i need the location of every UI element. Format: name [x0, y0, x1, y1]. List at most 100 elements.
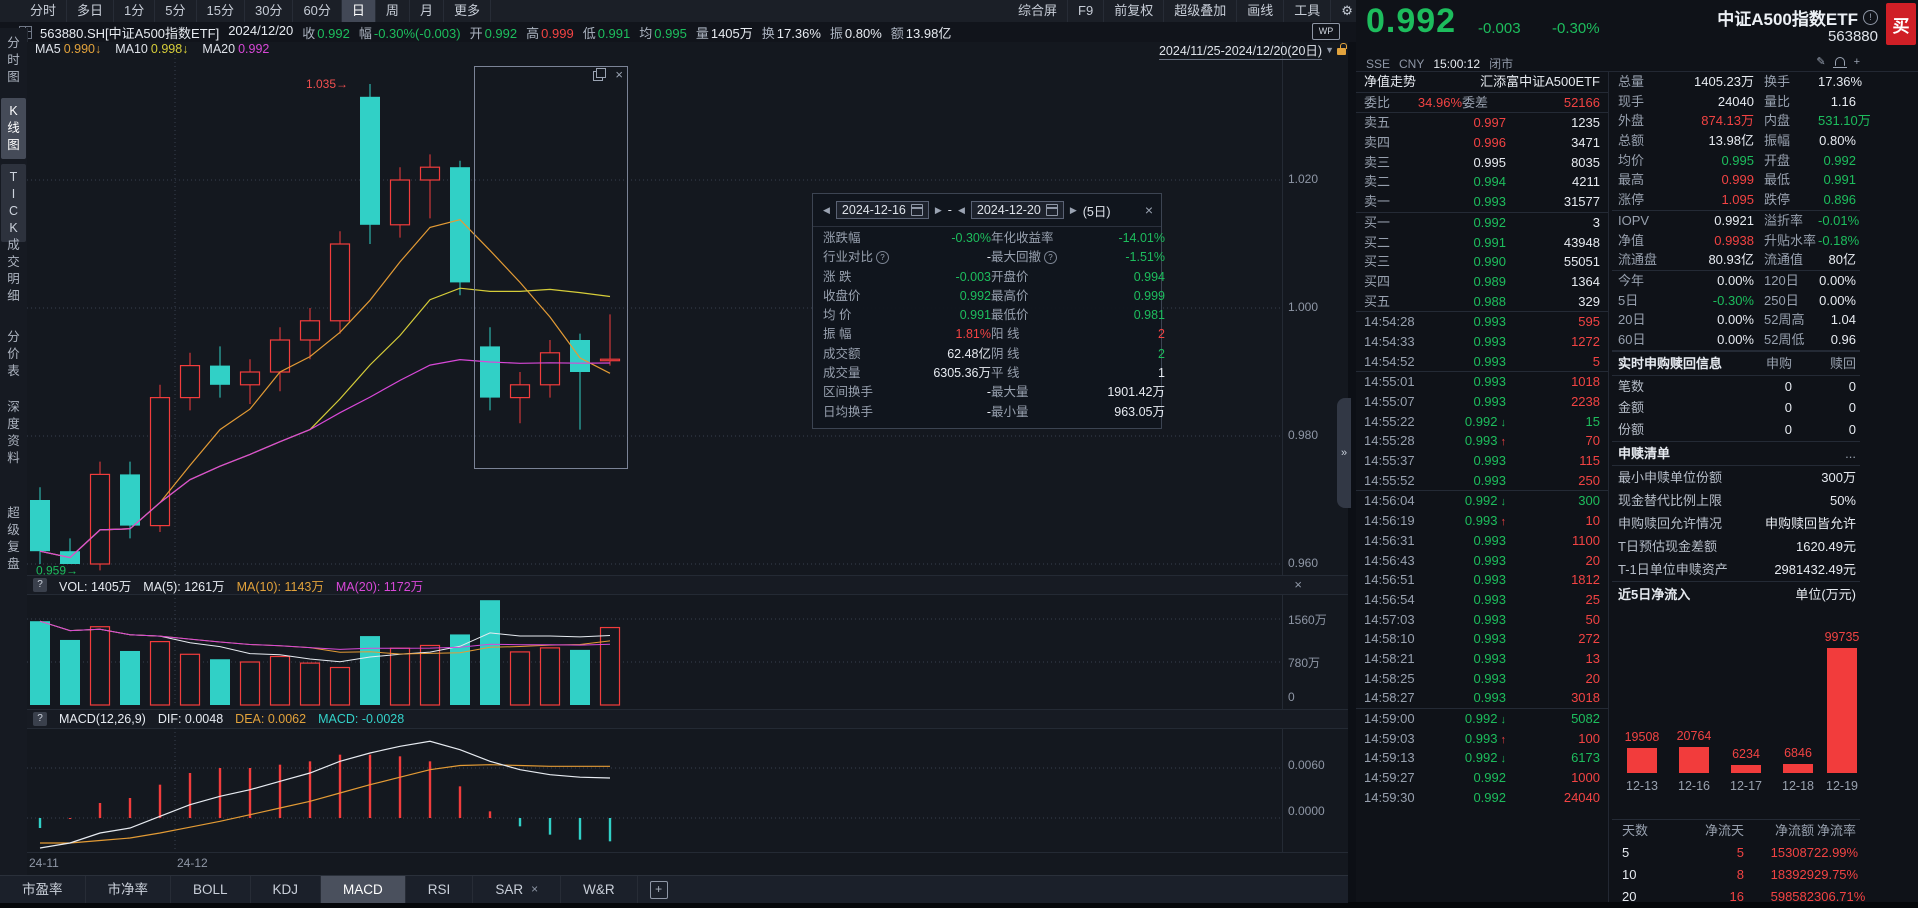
start-date-picker[interactable]: 2024-12-16: [835, 201, 929, 219]
sidebar-item-分价表[interactable]: 分价表: [7, 330, 20, 378]
buy-button[interactable]: 买: [1886, 3, 1916, 45]
panel-collapse-handle[interactable]: »: [1337, 398, 1351, 508]
help-icon[interactable]: ?: [1044, 251, 1058, 265]
macd-chart[interactable]: [27, 728, 1282, 852]
period-tab-月[interactable]: 月: [410, 0, 444, 22]
close-icon[interactable]: ×: [531, 882, 539, 896]
tooltip-value: 2: [1158, 346, 1165, 361]
close-icon[interactable]: ×: [615, 67, 623, 82]
tick-row: 14:54:28 0.993 595: [1364, 314, 1600, 330]
macd-header-item: MACD: -0.0028: [318, 712, 405, 726]
wp-icon[interactable]: WP: [1312, 23, 1340, 40]
date-range-selector[interactable]: 2024/11/25-2024/12/20(20日) ▼: [1100, 40, 1347, 60]
restore-icon[interactable]: [593, 68, 606, 81]
end-date-picker[interactable]: 2024-12-20: [970, 201, 1064, 219]
sidebar-item-成交明细[interactable]: 成交明细: [7, 238, 20, 303]
pencil-icon[interactable]: ✎: [1816, 56, 1826, 68]
orderbook-row-买三[interactable]: 买三 0.990 55051: [1364, 254, 1600, 270]
tooltip-label: 成交额: [823, 346, 861, 361]
period-tab-30分[interactable]: 30分: [245, 0, 294, 22]
indicator-tab-MACD[interactable]: MACD: [321, 876, 406, 903]
currency-label: CNY: [1399, 56, 1425, 71]
tick-row: 14:56:19 0.993 ↑ 10: [1364, 513, 1600, 529]
toolbar-item-工具[interactable]: 工具: [1284, 0, 1332, 22]
nav-trend-row[interactable]: 净值走势 汇添富中证A500ETF: [1356, 72, 1608, 93]
toolbar-item-超级叠加[interactable]: 超级叠加: [1164, 0, 1238, 22]
sidebar-item-超级复盘[interactable]: 超级复盘: [7, 506, 20, 571]
redemption-row-申购赎回允许情况: 申购赎回允许情况 申购赎回皆允许: [1618, 515, 1856, 531]
tooltip-label: 最小量: [991, 404, 1029, 419]
info-icon[interactable]: !: [1863, 10, 1878, 25]
sidebar-item-分时图[interactable]: 分时图: [7, 36, 20, 84]
market-status: SSE CNY 15:00:12 闭市: [1366, 55, 1513, 72]
help-icon[interactable]: ?: [33, 712, 47, 726]
quote-time: 15:00:12: [1433, 56, 1481, 71]
orderbook-row-买二[interactable]: 买二 0.991 43948: [1364, 234, 1600, 250]
flow-bar-date: 12-19: [1826, 778, 1858, 793]
table-header: 天数 净流天 净流额 净流率: [1622, 822, 1856, 838]
prev-date-icon[interactable]: ◀: [823, 204, 830, 215]
quote-segments: 563880.SH[中证A500指数ETF] 2024/12/20 收 0.992 幅 -…: [40, 23, 960, 42]
period-tab-分时[interactable]: 分时: [20, 0, 68, 22]
next-date-icon[interactable]: ▶: [934, 204, 942, 215]
orderbook-row-卖三[interactable]: 卖三 0.995 8035: [1364, 154, 1600, 170]
orderbook-row-卖一[interactable]: 卖一 0.993 31577: [1356, 192, 1608, 213]
orderbook-row-买五[interactable]: 买五 0.988 329: [1356, 292, 1608, 313]
selection-box[interactable]: ×: [474, 66, 628, 469]
period-tab-1分[interactable]: 1分: [114, 0, 156, 22]
tick-row: 14:55:01 0.993 1018: [1364, 374, 1600, 390]
orderbook-row-卖二[interactable]: 卖二 0.994 4211: [1364, 174, 1600, 190]
flow-bar-value: 19508: [1624, 730, 1660, 745]
close-icon[interactable]: ×: [1144, 202, 1153, 218]
prev-date-icon[interactable]: ◀: [957, 204, 965, 215]
date-range-label[interactable]: 2024/11/25-2024/12/20(20日): [1158, 40, 1323, 60]
quote-field: 563880.SH[中证A500指数ETF]: [40, 25, 220, 41]
orderbook-row-卖五[interactable]: 卖五 0.997 1235: [1364, 115, 1600, 131]
orderbook-row-卖四[interactable]: 卖四 0.996 3471: [1364, 135, 1600, 151]
period-tab-周[interactable]: 周: [376, 0, 410, 22]
stat-row-5日: 5日 -0.30% 250日 0.00%: [1618, 292, 1856, 308]
tick-row: 14:58:27 0.993 3018: [1356, 688, 1608, 709]
period-tab-多日[interactable]: 多日: [67, 0, 115, 22]
period-tab-5分[interactable]: 5分: [155, 0, 197, 22]
tooltip-label: 日均换手: [823, 404, 874, 419]
quote-field: 开 0.992: [469, 25, 518, 41]
period-tab-日[interactable]: 日: [341, 0, 376, 22]
indicator-tab-KDJ[interactable]: KDJ: [251, 876, 322, 903]
close-icon[interactable]: ×: [1294, 577, 1302, 592]
help-icon[interactable]: ?: [33, 578, 47, 592]
indicator-tab-市盈率[interactable]: 市盈率: [0, 876, 86, 903]
toolbar-item-F9[interactable]: F9: [1068, 0, 1105, 22]
alert-bell-icon[interactable]: [1832, 57, 1847, 68]
period-tab-15分[interactable]: 15分: [197, 0, 245, 22]
ma-label-MA20: MA20 0.992: [202, 42, 270, 56]
redemption-list-header[interactable]: 申赎清单...: [1612, 440, 1860, 466]
orderbook-row-买一[interactable]: 买一 0.992 3: [1364, 214, 1600, 230]
next-date-icon[interactable]: ▶: [1069, 204, 1077, 215]
period-tab-60分[interactable]: 60分: [293, 0, 342, 22]
help-icon[interactable]: ?: [876, 251, 890, 265]
orderbook-row-买四[interactable]: 买四 0.989 1364: [1364, 273, 1600, 289]
add-indicator-button[interactable]: +: [649, 880, 668, 899]
indicator-tab-W&R[interactable]: W&R: [561, 876, 638, 903]
period-tab-更多[interactable]: 更多: [444, 0, 491, 22]
tooltip-value: 963.05万: [1114, 404, 1165, 419]
tick-row: 14:56:04 0.992 ↓ 300: [1364, 493, 1600, 509]
kline-chart-area: MA5 0.990↓ MA10 0.998↓ MA20 0.992 1.035→ 0.959…: [27, 42, 1348, 875]
indicator-tab-SAR[interactable]: SAR ×: [473, 876, 562, 903]
volume-chart[interactable]: [27, 594, 1282, 706]
candlestick-chart[interactable]: 1.035→ 0.959→: [27, 42, 1282, 575]
indicator-tab-RSI[interactable]: RSI: [406, 876, 474, 903]
indicator-tab-BOLL[interactable]: BOLL: [171, 876, 251, 903]
toolbar-item-画线[interactable]: 画线: [1237, 0, 1285, 22]
tick-row: 14:54:33 0.993 1272: [1364, 333, 1600, 349]
sidebar-item-深度资料[interactable]: 深度资料: [7, 400, 20, 465]
add-icon[interactable]: +: [1853, 55, 1860, 68]
toolbar-item-综合屏[interactable]: 综合屏: [1008, 0, 1069, 22]
indicator-tab-市净率[interactable]: 市净率: [86, 876, 171, 903]
lock-icon[interactable]: [1337, 43, 1347, 55]
vol-header-item: MA(20): 1172万: [335, 579, 424, 594]
toolbar-item-前复权[interactable]: 前复权: [1104, 0, 1165, 22]
